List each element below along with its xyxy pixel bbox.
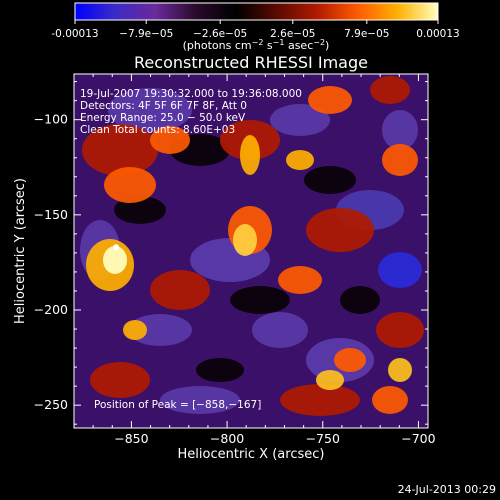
colorbar-unit-label: (photons cm−2 s−1 asec−2) (183, 38, 330, 52)
x-tick-label: −700 (401, 431, 435, 446)
colorbar-tick-label: 2.6e−05 (270, 28, 315, 40)
y-tick-label: −150 (34, 207, 68, 222)
peak-marker (113, 244, 120, 251)
colorbar-tick-label: 0.00013 (416, 28, 459, 40)
x-tick-label: −850 (114, 431, 148, 446)
annotation-energy-range: Energy Range: 25.0 − 50.0 keV (80, 112, 246, 124)
x-axis-label: Heliocentric X (arcsec) (178, 447, 325, 462)
x-tick-label: −750 (306, 431, 340, 446)
y-tick-label: −200 (34, 302, 68, 317)
y-axis-label: Heliocentric Y (arcsec) (13, 178, 28, 324)
annotation-time-range: 19‑Jul‑2007 19:30:32.000 to 19:36:08.000 (80, 88, 302, 100)
chart-title: Reconstructed RHESSI Image (134, 53, 368, 72)
x-axis: −850 −800 −750 −700 (92, 74, 436, 446)
colorbar-ticks: -0.00013 −7.9e−05 −2.6e−05 2.6e−05 7.9e−05 0.… (51, 20, 460, 40)
colorbar-tick-label: -0.00013 (51, 28, 98, 40)
annotation-clean-counts: Clean Total counts: 8.60E+03 (80, 124, 235, 136)
annotation-detectors: Detectors: 4F 5F 6F 7F 8F, Att 0 (80, 100, 247, 112)
y-tick-label: −250 (34, 397, 68, 412)
colorbar-tick-label: −7.9e−05 (119, 28, 173, 40)
y-axis: −100 −150 −200 −250 (34, 81, 428, 425)
peak-position-label: Position of Peak = [−858,−167] (94, 399, 261, 411)
colorbar-tick-label: −2.6e−05 (193, 28, 247, 40)
heatmap-image (74, 74, 428, 428)
annotation-block: 19‑Jul‑2007 19:30:32.000 to 19:36:08.000… (80, 88, 302, 136)
x-tick-label: −800 (210, 431, 244, 446)
colorbar: -0.00013 −7.9e−05 −2.6e−05 2.6e−05 7.9e−05 0.… (51, 2, 460, 52)
footer-date: 24‑Jul‑2013 00:29 (397, 483, 496, 496)
colorbar-tick-label: 7.9e−05 (344, 28, 389, 40)
y-tick-label: −100 (34, 112, 68, 127)
colorbar-gradient (74, 2, 439, 21)
plot-frame (73, 73, 429, 429)
